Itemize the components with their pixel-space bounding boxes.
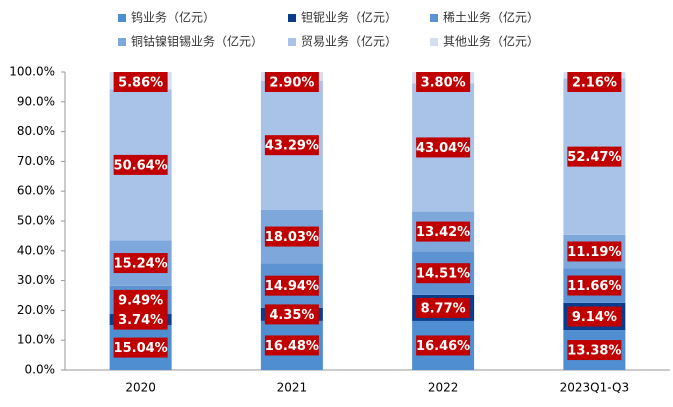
data-label: 4.35% [269,308,314,323]
data-label: 11.19% [567,245,621,260]
label-box [113,309,168,330]
data-label: 14.51% [416,267,470,282]
legend-swatch [430,14,438,22]
data-label: 15.04% [114,341,168,356]
label-box [113,253,168,274]
legend-label: 稀土业务（亿元） [443,10,539,25]
label-box [416,335,471,356]
legend-label: 贸易业务（亿元） [301,34,397,49]
label-box [264,275,319,296]
data-label: 11.66% [567,279,621,294]
y-tick-label: 90.0% [17,94,55,108]
data-label: 50.64% [114,158,168,173]
y-tick-label: 20.0% [17,303,55,317]
label-box [416,297,471,318]
label-box [567,275,622,296]
label-box [416,137,471,158]
y-tick-label: 100.0% [9,65,55,79]
label-box [264,226,319,247]
label-box [416,221,471,242]
y-tick-label: 30.0% [17,273,55,287]
label-box [567,241,622,262]
label-box [264,304,319,325]
y-tick-label: 40.0% [17,243,55,257]
legend-swatch [118,14,126,22]
y-tick-label: 50.0% [17,214,55,228]
data-label: 5.86% [118,76,163,91]
data-label: 2.16% [572,76,617,91]
x-tick-label: 2022 [428,381,459,395]
legend-swatch [288,14,296,22]
label-box [113,154,168,175]
data-label: 9.49% [118,293,163,308]
data-label: 9.14% [572,310,617,325]
data-label: 16.46% [416,339,470,354]
label-box [264,72,319,92]
data-label: 16.48% [265,339,319,354]
label-box [567,72,622,92]
data-label: 52.47% [567,150,621,165]
label-box [567,340,622,361]
label-box [264,335,319,356]
data-label: 2.90% [269,76,314,91]
legend-label: 铜钴镍钼锡业务（亿元） [131,34,263,49]
y-tick-label: 10.0% [17,333,55,347]
legend-swatch [288,38,296,46]
legend-label: 钨业务（亿元） [131,10,215,25]
legend-label: 钽铌业务（亿元） [301,10,397,25]
y-tick-label: 60.0% [17,184,55,198]
label-box [264,135,319,156]
label-box [113,289,168,310]
data-label: 43.04% [416,141,470,156]
label-box [567,146,622,167]
data-label: 8.77% [421,301,466,316]
x-tick-label: 2020 [125,381,156,395]
legend-label: 其他业务（亿元） [443,34,539,49]
legend-swatch [118,38,126,46]
data-label: 15.24% [114,257,168,272]
data-label: 3.74% [118,313,163,328]
legend-swatch [430,38,438,46]
label-box [416,263,471,284]
y-tick-label: 80.0% [17,124,55,138]
label-box [113,337,168,358]
y-tick-label: 70.0% [17,154,55,168]
data-label: 13.42% [416,225,470,240]
data-label: 14.94% [265,279,319,294]
label-box [567,306,622,327]
x-tick-label: 2023Q1-Q3 [560,381,629,395]
data-label: 13.38% [567,344,621,359]
data-label: 43.29% [265,139,319,154]
label-box [416,72,471,92]
y-tick-label: 0.0% [25,363,56,377]
label-box [113,72,168,92]
x-tick-label: 2021 [277,381,308,395]
data-label: 3.80% [421,76,466,91]
data-label: 18.03% [265,230,319,245]
